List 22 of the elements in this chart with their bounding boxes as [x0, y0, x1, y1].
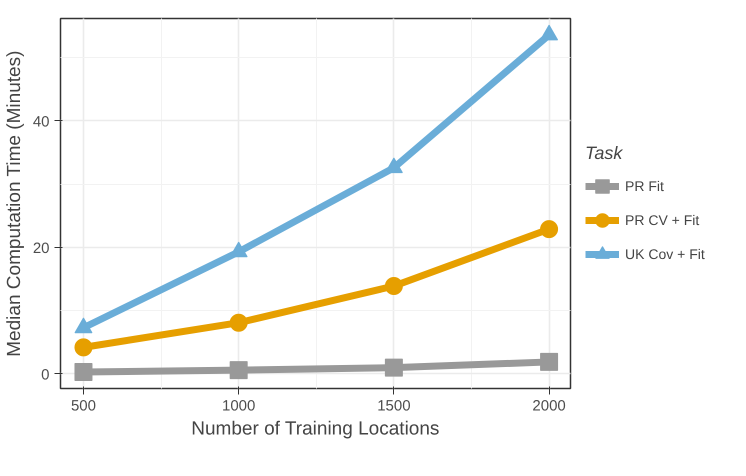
x-axis-title: Number of Training Locations — [191, 418, 440, 440]
point — [74, 338, 92, 356]
y-tick-label: 40 — [32, 113, 50, 130]
point — [230, 361, 248, 380]
y-tick-label: 0 — [41, 366, 50, 384]
legend-label: UK Cov + Fit — [625, 246, 705, 262]
y-tick-label: 20 — [32, 240, 50, 257]
point — [384, 358, 403, 377]
x-tick-label: 1500 — [377, 398, 411, 414]
point — [384, 277, 403, 296]
legend-label: PR CV + Fit — [625, 212, 700, 228]
x-tick-label: 2000 — [532, 398, 566, 414]
x-tick-label: 1000 — [222, 398, 256, 414]
point — [540, 352, 558, 371]
point — [540, 24, 558, 40]
x-tick-label: 500 — [70, 398, 96, 414]
legend-label: PR Fit — [625, 178, 664, 194]
point — [540, 220, 558, 238]
point — [230, 314, 248, 332]
y-axis-title: Median Computation Time (Minutes) — [4, 50, 25, 357]
point — [74, 363, 92, 382]
legend-title: Task — [585, 143, 624, 164]
